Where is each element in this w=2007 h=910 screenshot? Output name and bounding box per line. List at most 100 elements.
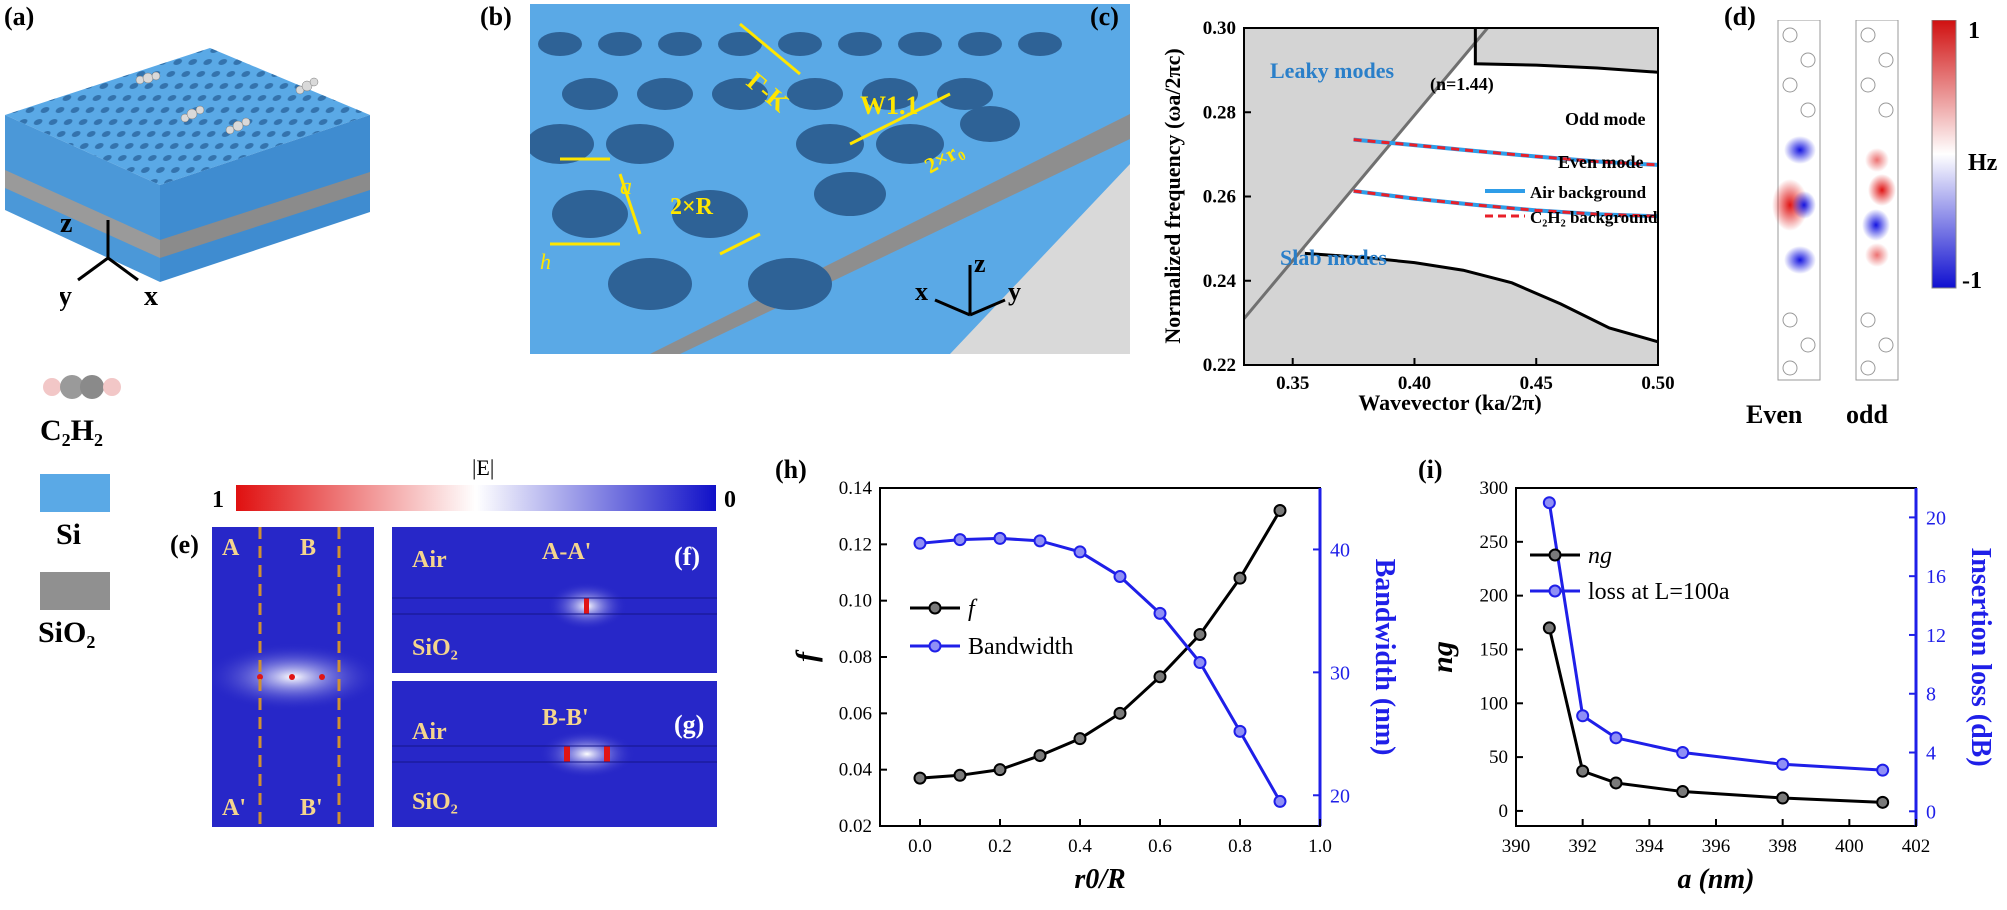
series-point-0	[1609, 776, 1623, 790]
e-colorbar-right: 0	[724, 487, 736, 513]
hz-colorbar	[1931, 20, 1957, 289]
f-sio2-label: SiO₂	[412, 635, 458, 661]
e-colorbar	[236, 485, 716, 511]
ytick-label: 100	[1480, 693, 1509, 714]
upper-band-edge	[1473, 28, 1658, 74]
plot-frame	[1515, 487, 1917, 827]
xtick-label: 0.2	[988, 836, 1012, 857]
e-A-prime-label: A'	[222, 795, 246, 821]
series-point-1	[913, 536, 927, 550]
b-axis-y-label: y	[1008, 277, 1021, 306]
series-point-0	[1073, 732, 1087, 746]
y-axis-label: ng	[1426, 641, 1459, 673]
odd-mode-label: Odd mode	[1565, 109, 1646, 129]
y2tick-label: 20	[1330, 785, 1350, 807]
molecule-icon	[43, 375, 121, 399]
legend-c2h2-label: C₂H₂	[40, 414, 103, 447]
slab-modes-label: Slab modes	[1280, 245, 1387, 270]
legend-sio2-swatch	[40, 572, 110, 610]
series-line-1	[1547, 502, 1883, 772]
panel-label-b: (b)	[480, 2, 512, 31]
series-point-1	[1113, 569, 1127, 583]
xtick-label: 0.8	[1228, 836, 1252, 857]
two-r-label: 2×R	[670, 194, 714, 220]
axis-x-label: x	[144, 281, 158, 312]
c-ytick-label: 0.28	[1203, 102, 1236, 123]
series-point-1	[1033, 534, 1047, 548]
odd-mode-c2h2-line	[1353, 138, 1658, 167]
xtick-label: 390	[1502, 836, 1531, 857]
panel-label-f: (f)	[674, 542, 700, 571]
y2tick-label: 16	[1926, 566, 1946, 588]
legend-c2h2-background: C₂H₂ background	[1530, 208, 1658, 227]
series-point-0	[913, 771, 927, 785]
x-axis-label: a (nm)	[1678, 864, 1755, 895]
ytick-label: 0.10	[839, 591, 872, 612]
field-map-cross-section-b: Air B-B' (g) SiO₂	[392, 681, 717, 827]
series-point-0	[1113, 706, 1127, 720]
ytick-label: 0	[1499, 801, 1509, 822]
x-axis-label: r0/R	[1074, 864, 1125, 895]
series-point-1	[993, 531, 1007, 545]
c-xtick-label: 0.45	[1520, 373, 1553, 394]
field-profile-maps: 1 Hz -1	[1772, 20, 1998, 381]
ytick-label: 0.08	[839, 647, 872, 668]
g-section-label: B-B'	[542, 705, 589, 731]
g-sio2-label: SiO₂	[412, 789, 458, 815]
series-point-0	[1776, 791, 1790, 805]
xtick-label: 0.0	[908, 836, 932, 857]
ytick-label: 0.02	[839, 816, 872, 837]
y2tick-label: 20	[1926, 507, 1946, 529]
series-point-1	[1609, 731, 1623, 745]
panel-label-g: (g)	[674, 710, 704, 739]
legend-air-background: Air background	[1530, 183, 1647, 202]
legend-si-label: Si	[56, 518, 82, 551]
c-ytick-label: 0.22	[1203, 355, 1236, 376]
legend-marker-1	[1548, 584, 1562, 598]
hz-colorbar-top: 1	[1968, 20, 1980, 44]
field-map-cross-section-a: Air A-A' (f) SiO₂	[392, 527, 717, 673]
axis-z-label: z	[60, 210, 72, 239]
panel-label-d: (d)	[1724, 2, 1756, 31]
series-point-0	[1876, 795, 1890, 809]
f-bandwidth-chart: 0.0 0.2 0.4 0.6 0.8 1.0 0.02 0.04 0.06 0.08 0.10 0.…	[790, 478, 1400, 895]
series-point-1	[1153, 606, 1167, 620]
ytick-label: 200	[1480, 586, 1509, 607]
y2-axis-label: Bandwidth (nm)	[1369, 559, 1400, 756]
panel-label-e: (e)	[170, 530, 199, 559]
series-point-0	[1542, 621, 1556, 635]
odd-label: odd	[1846, 400, 1888, 429]
y2tick-label: 4	[1926, 743, 1936, 765]
ytick-label: 250	[1480, 532, 1509, 553]
y2tick-label: 30	[1330, 662, 1350, 684]
series-point-1	[953, 533, 967, 547]
chart-c-xlabel: Wavevector (ka/2π)	[1358, 390, 1541, 415]
even-label: Even	[1746, 400, 1803, 429]
field-map-top-view: A B A' B'	[212, 527, 374, 827]
ytick-label: 0.14	[839, 478, 873, 499]
ytick-label: 0.06	[839, 703, 872, 724]
b-axis-z-label: z	[974, 250, 986, 278]
series-point-1	[1542, 496, 1556, 510]
leaky-modes-label: Leaky modes	[1270, 58, 1395, 83]
hz-colorbar-label: Hz	[1968, 150, 1998, 176]
c-xtick-label: 0.35	[1276, 373, 1309, 394]
xtick-label: 398	[1768, 836, 1797, 857]
series-point-0	[1193, 627, 1207, 641]
axis-y-label: y	[60, 281, 72, 312]
y-axis-label: f	[790, 649, 823, 662]
c-ytick-label: 0.30	[1203, 18, 1236, 39]
series-point-0	[1273, 504, 1287, 518]
series-point-0	[1676, 785, 1690, 799]
w11-label: W1.1	[860, 91, 919, 120]
e-B-label: B	[300, 535, 316, 561]
light-line	[1244, 28, 1489, 320]
ng-insertion-loss-chart: 390 392 394 396 398 400 4020501001502002503000…	[1426, 478, 1996, 895]
series-point-1	[1776, 757, 1790, 771]
panel-b-waveguide-illustration: Γ-K W1.1 a 2×R 2×r₀ h	[530, 4, 1130, 354]
c-xtick-label: 0.40	[1398, 373, 1431, 394]
legend-label-0: f	[968, 596, 978, 622]
y2tick-label: 40	[1330, 539, 1350, 561]
series-point-0	[993, 763, 1007, 777]
even-mode-c2h2-line	[1353, 189, 1658, 218]
